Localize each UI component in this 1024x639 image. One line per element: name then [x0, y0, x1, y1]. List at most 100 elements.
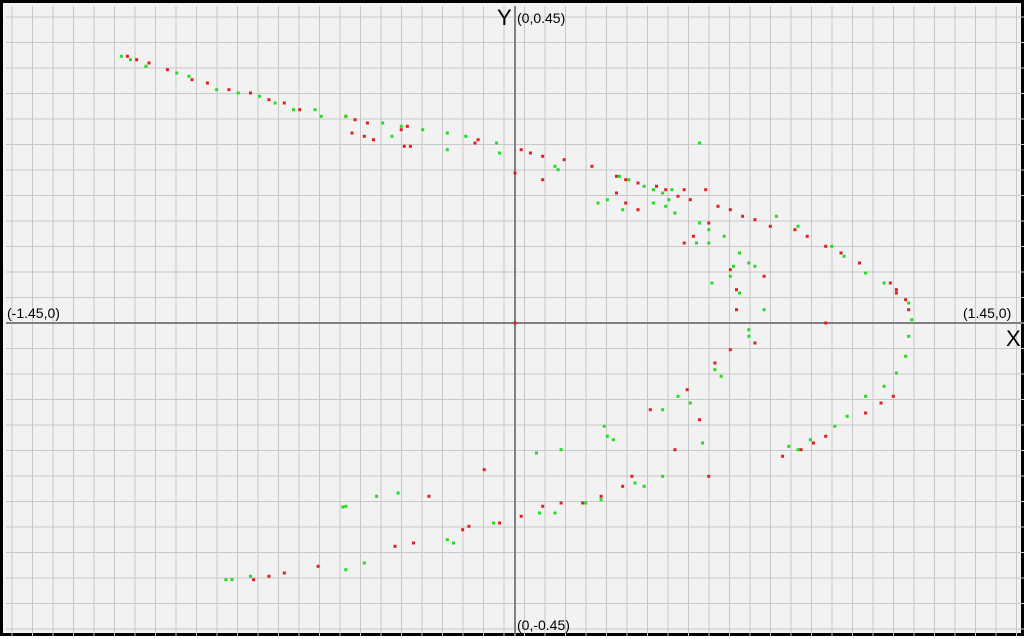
red-data-point: [636, 208, 640, 212]
red-data-point: [811, 441, 815, 445]
red-data-point: [476, 138, 480, 142]
red-data-point: [621, 484, 625, 488]
green-data-point: [445, 131, 449, 135]
green-data-point: [664, 204, 668, 208]
green-data-point: [535, 451, 538, 455]
green-data-point: [224, 578, 228, 582]
green-data-point: [313, 108, 317, 112]
red-data-point: [298, 108, 302, 112]
green-data-point: [258, 94, 262, 98]
green-data-point: [375, 494, 379, 498]
green-data-point: [833, 424, 837, 428]
red-data-point: [624, 201, 628, 205]
green-data-point: [621, 208, 625, 212]
green-data-point: [341, 505, 345, 509]
green-data-point: [344, 568, 348, 572]
green-data-point: [910, 318, 914, 322]
green-data-point: [651, 188, 655, 192]
red-data-point: [630, 474, 634, 478]
green-data-point: [747, 334, 751, 338]
red-data-point: [402, 144, 406, 148]
red-data-point: [891, 394, 895, 398]
green-data-point: [445, 538, 449, 542]
green-data-point: [738, 251, 741, 255]
red-data-point: [648, 408, 652, 412]
green-data-point: [464, 134, 468, 138]
red-data-point: [249, 91, 252, 95]
green-data-point: [796, 224, 800, 228]
red-data-point: [762, 274, 766, 278]
red-data-point: [562, 158, 566, 162]
red-data-point: [793, 228, 797, 232]
red-data-point: [682, 241, 686, 245]
red-data-point: [372, 138, 375, 142]
green-data-point: [553, 164, 557, 168]
green-data-point: [774, 214, 778, 218]
green-data-point: [119, 54, 123, 58]
green-data-point: [713, 368, 717, 372]
red-data-point: [599, 494, 603, 498]
green-data-point: [642, 184, 646, 188]
red-data-point: [467, 524, 471, 528]
red-data-point: [541, 154, 545, 158]
red-data-point: [691, 234, 695, 238]
y-max-label: (0,0.45): [517, 10, 565, 26]
red-data-point: [498, 521, 502, 525]
green-data-point: [842, 254, 846, 258]
green-data-point: [362, 561, 366, 565]
red-data-point: [581, 501, 585, 505]
red-data-point: [473, 141, 477, 145]
red-data-point: [707, 474, 711, 478]
green-data-point: [381, 121, 385, 125]
green-data-point: [421, 128, 425, 132]
red-data-point: [282, 571, 286, 575]
red-data-point: [412, 541, 415, 545]
green-data-point: [661, 191, 665, 195]
green-data-point: [882, 281, 886, 285]
red-data-point: [252, 578, 256, 582]
green-data-point: [215, 88, 219, 92]
y-min-label: (0,-0.45): [517, 617, 570, 633]
green-data-point: [584, 501, 588, 505]
green-data-point: [707, 241, 711, 245]
green-data-point: [796, 448, 800, 452]
green-data-point: [673, 211, 677, 215]
green-data-point: [864, 271, 868, 275]
red-data-point: [799, 448, 803, 452]
green-data-point: [787, 444, 791, 448]
green-data-point: [236, 91, 240, 95]
red-data-point: [316, 564, 320, 568]
green-data-point: [753, 264, 757, 268]
red-data-point: [728, 268, 732, 272]
green-data-point: [273, 101, 277, 105]
red-data-point: [753, 218, 757, 222]
green-data-point: [845, 414, 849, 418]
red-data-point: [125, 54, 129, 58]
red-data-point: [716, 204, 720, 208]
green-data-point: [670, 188, 674, 192]
red-data-point: [405, 124, 409, 128]
green-data-point: [611, 438, 615, 442]
green-data-point: [747, 328, 751, 332]
red-data-point: [624, 178, 628, 182]
green-data-point: [907, 334, 911, 338]
green-data-point: [498, 151, 502, 155]
red-data-point: [519, 148, 523, 152]
red-data-point: [907, 308, 911, 312]
red-data-point: [879, 401, 883, 405]
green-data-point: [710, 281, 714, 285]
green-data-point: [728, 274, 732, 278]
red-data-point: [590, 164, 594, 168]
green-data-point: [605, 434, 609, 438]
green-data-point: [667, 198, 671, 202]
red-data-point: [864, 411, 868, 415]
red-data-point: [282, 101, 286, 105]
red-data-point: [362, 134, 366, 138]
red-data-point: [559, 501, 563, 505]
green-data-point: [695, 241, 698, 245]
green-data-point: [701, 441, 705, 445]
green-data-point: [319, 114, 323, 118]
red-data-point: [541, 504, 545, 508]
red-data-point: [353, 118, 357, 122]
red-data-point: [839, 251, 843, 255]
